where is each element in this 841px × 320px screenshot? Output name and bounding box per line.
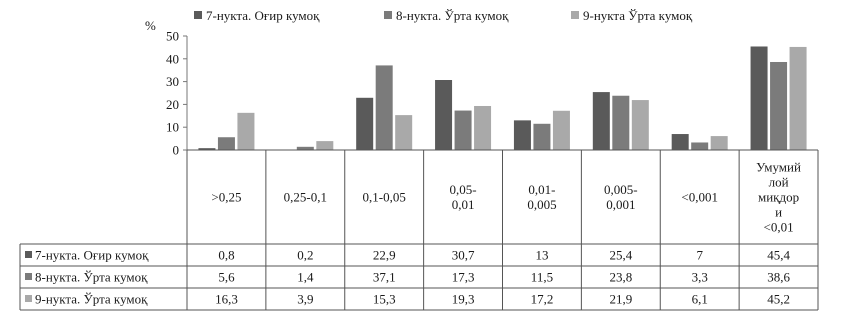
data-label-s2-c1: 5,6 xyxy=(218,270,235,285)
data-label-s2-c4: 17,3 xyxy=(452,270,475,285)
bar-s2-c6 xyxy=(612,95,630,150)
category-label-7: <0,001 xyxy=(681,190,718,205)
data-label-s1-c1: 0,8 xyxy=(218,248,234,263)
legend-label-1: 7-нукта. Оғир кумоқ xyxy=(206,8,320,23)
y-tick-label-50: 50 xyxy=(166,29,179,44)
bar-s1-c7 xyxy=(671,134,689,150)
data-label-s3-c8: 45,2 xyxy=(767,292,790,307)
data-label-s1-c6: 25,4 xyxy=(609,248,632,263)
table-row-label-1: 7-нукта. Оғир кумоқ xyxy=(35,248,149,263)
category-label-1: >0,25 xyxy=(211,190,241,205)
bar-s3-c7 xyxy=(710,136,728,150)
data-label-s1-c2: 0,2 xyxy=(297,248,313,263)
bar-s1-c8 xyxy=(750,46,768,150)
category-label-5-line-1: 0,01- xyxy=(528,182,555,197)
bar-s3-c5 xyxy=(552,110,570,150)
bar-s1-c4 xyxy=(435,80,453,150)
legend-label-2: 8-нукта. Ўрта кумоқ xyxy=(396,8,509,23)
legend-swatch-1 xyxy=(194,11,202,19)
category-label-2: 0,25-0,1 xyxy=(284,190,327,205)
legend-label-3: 9-нукта Ўрта кумоқ xyxy=(583,8,693,23)
data-label-s2-c8: 38,6 xyxy=(767,270,790,285)
bar-s3-c6 xyxy=(631,100,649,150)
y-tick-label-40: 40 xyxy=(166,51,179,66)
data-label-s3-c3: 15,3 xyxy=(373,292,396,307)
bar-s3-c1 xyxy=(237,112,255,150)
bar-s3-c8 xyxy=(789,46,807,150)
category-label-5-line-2: 0,005 xyxy=(527,197,556,212)
table-swatch-2 xyxy=(25,273,32,280)
bar-s2-c7 xyxy=(691,142,709,150)
bar-s1-c3 xyxy=(356,97,374,150)
data-label-s1-c3: 22,9 xyxy=(373,248,396,263)
category-label-4-line-1: 0,05- xyxy=(450,182,477,197)
data-label-s2-c2: 1,4 xyxy=(297,270,314,285)
bar-s1-c6 xyxy=(592,92,610,150)
data-label-s2-c7: 3,3 xyxy=(692,270,708,285)
bar-s2-c5 xyxy=(533,123,551,150)
data-label-s3-c5: 17,2 xyxy=(531,292,554,307)
data-label-s2-c5: 11,5 xyxy=(531,270,553,285)
y-tick-label-10: 10 xyxy=(166,120,179,135)
data-label-s1-c8: 45,4 xyxy=(767,248,790,263)
table-row-label-2: 8-нукта. Ўрта кумоқ xyxy=(35,270,148,285)
y-tick-label-20: 20 xyxy=(166,97,179,112)
category-label-8-line-1: Умумий xyxy=(756,160,801,175)
bar-s2-c2 xyxy=(296,146,314,150)
y-tick-label-0: 0 xyxy=(173,143,180,158)
category-label-8-line-4: и xyxy=(775,205,782,220)
y-tick-label-30: 30 xyxy=(166,74,179,89)
category-label-4-line-2: 0,01 xyxy=(452,197,475,212)
category-label-8-line-2: лой xyxy=(769,175,789,190)
data-label-s2-c3: 37,1 xyxy=(373,270,396,285)
data-label-s1-c4: 30,7 xyxy=(452,248,475,263)
bar-s2-c3 xyxy=(375,65,393,150)
data-label-s1-c5: 13 xyxy=(535,248,548,263)
category-label-6-line-2: 0,001 xyxy=(606,197,635,212)
bar-s1-c5 xyxy=(513,120,531,150)
category-label-3: 0,1-0,05 xyxy=(363,190,406,205)
bar-s1-c1 xyxy=(198,148,216,150)
bar-s3-c3 xyxy=(395,115,413,150)
bar-s3-c4 xyxy=(474,105,492,150)
y-axis-label: % xyxy=(145,18,156,33)
category-label-6-line-1: 0,005- xyxy=(604,182,638,197)
table-row-label-3: 9-нукта. Ўрта кумоқ xyxy=(35,292,148,307)
data-label-s3-c2: 3,9 xyxy=(297,292,313,307)
data-label-s2-c6: 23,8 xyxy=(609,270,632,285)
data-label-s1-c7: 7 xyxy=(696,248,703,263)
bar-s3-c2 xyxy=(316,141,334,150)
table-swatch-1 xyxy=(25,251,32,258)
category-label-8-line-5: <0,01 xyxy=(764,220,794,235)
legend-swatch-2 xyxy=(384,11,392,19)
data-label-s3-c7: 6,1 xyxy=(692,292,708,307)
table-swatch-3 xyxy=(25,295,32,302)
bar-s2-c4 xyxy=(454,110,472,150)
data-label-s3-c4: 19,3 xyxy=(452,292,475,307)
bar-s2-c1 xyxy=(217,137,235,150)
bar-s2-c8 xyxy=(770,61,788,150)
data-label-s3-c6: 21,9 xyxy=(609,292,632,307)
data-label-s3-c1: 16,3 xyxy=(215,292,238,307)
legend-swatch-3 xyxy=(571,11,579,19)
category-label-8-line-3: миқдор xyxy=(758,190,799,205)
